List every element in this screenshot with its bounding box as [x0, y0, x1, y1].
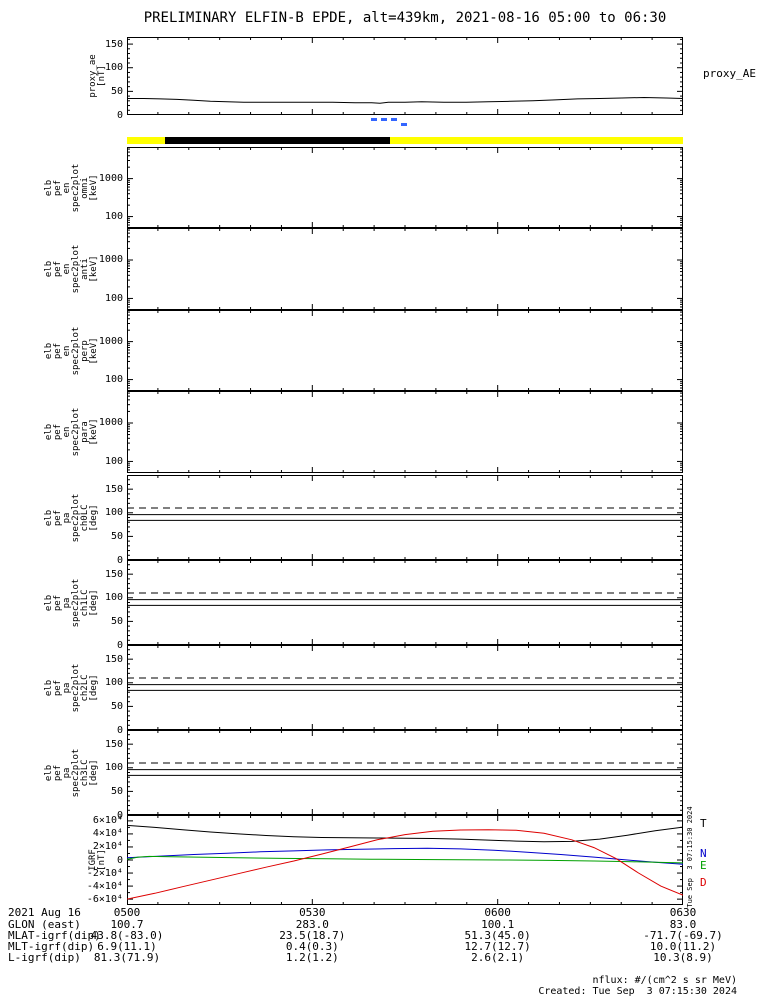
panel-igrf [127, 815, 683, 905]
panel-en_perp [127, 310, 683, 391]
y-tick-label: 100 [104, 374, 123, 386]
y-axis-title-en_para: elb pef en spec2plot para [keV] [44, 407, 99, 457]
eph-row-label: MLAT-igrf(dip) [8, 929, 101, 942]
y-tick-label: 150 [104, 483, 123, 495]
y-tick-label: 0 [116, 724, 123, 736]
quality-marker [371, 118, 378, 121]
eph-value: 1.2(1.2) [285, 951, 339, 964]
y-tick-label: 50 [110, 700, 123, 712]
eph-row-label: MLT-igrf(dip) [8, 940, 95, 953]
panel-en_para [127, 391, 683, 473]
y-tick-label: 100 [104, 677, 123, 689]
y-axis-title-pa_ch0: elb pef pa spec2plot ch0LC [deg] [44, 493, 99, 542]
y-tick-label: 100 [104, 507, 123, 519]
side-timestamp: Tue Sep 3 07:15:30 2024 [686, 806, 694, 908]
y-tick-label: 0 [116, 854, 123, 866]
y-tick-label: 1000 [98, 254, 123, 266]
y-tick-label: 100 [104, 62, 123, 74]
panel-pa_ch2 [127, 645, 683, 730]
eph-value: -71.7(-69.7) [643, 929, 723, 942]
y-tick-label: 150 [104, 568, 123, 580]
y-tick-label: 0 [116, 809, 123, 821]
series-label-D: D [700, 875, 707, 889]
quality-marker [400, 123, 407, 126]
y-axis-title-proxy_ae: proxy_ae [nT] [88, 54, 107, 98]
y-axis-title-pa_ch3: elb pef pa spec2plot ch3LC [deg] [44, 748, 99, 797]
y-axis-title-pa_ch2: elb pef pa spec2plot ch2LC [deg] [44, 663, 99, 712]
eph-value: 100.1 [481, 918, 515, 931]
series-label-T: T [700, 816, 707, 830]
y-tick-label: 0 [116, 639, 123, 651]
eph-value: 100.7 [110, 918, 144, 931]
y-tick-label: 2×10⁴ [92, 841, 123, 853]
y-axis-title-en_omni: elb pef en spec2plot omni [keV] [44, 163, 99, 212]
footer-created-timestamp: Created: Tue Sep 3 07:15:30 2024 [538, 986, 737, 997]
spacecraft-status-bar [127, 137, 683, 144]
panel-right-label-proxy_ae: proxy_AE [703, 67, 756, 80]
eph-value: 23.5(18.7) [279, 929, 346, 942]
plot-title: PRELIMINARY ELFIN-B EPDE, alt=439km, 202… [143, 10, 667, 26]
y-tick-label: -2×10⁴ [86, 867, 123, 879]
x-tick-label: 0600 [484, 906, 511, 919]
y-tick-label: -6×10⁴ [86, 893, 123, 905]
y-tick-label: -4×10⁴ [86, 880, 123, 892]
x-tick-label: 0530 [299, 906, 326, 919]
y-tick-label: 100 [104, 762, 123, 774]
y-tick-label: 50 [110, 615, 123, 627]
y-tick-label: 100 [104, 292, 123, 304]
y-tick-label: 100 [104, 455, 123, 467]
y-tick-label: 0 [116, 554, 123, 566]
eph-row-label: L-igrf(dip) [8, 951, 81, 964]
eph-value: 83.0 [669, 918, 697, 931]
status-segment [164, 137, 390, 144]
quality-marker [381, 118, 388, 121]
y-tick-label: 150 [104, 38, 123, 50]
series-label-E: E [700, 858, 707, 872]
y-axis-title-pa_ch1: elb pef pa spec2plot ch1LC [deg] [44, 578, 99, 627]
y-tick-label: 4×10⁴ [92, 828, 123, 840]
series-label-N: N [700, 846, 707, 860]
eph-value: 2.6(2.1) [471, 951, 525, 964]
y-tick-label: 0 [116, 109, 123, 121]
eph-value: 51.3(45.0) [464, 929, 531, 942]
y-tick-label: 1000 [98, 336, 123, 348]
y-tick-label: 50 [110, 85, 123, 97]
y-tick-label: 50 [110, 530, 123, 542]
y-tick-label: 1000 [98, 417, 123, 429]
y-axis-title-en_anti: elb pef en spec2plot anti [keV] [44, 244, 99, 294]
y-tick-label: 100 [104, 592, 123, 604]
y-tick-label: 6×10⁴ [92, 815, 123, 827]
eph-value: 43.8(-83.0) [90, 929, 164, 942]
eph-value: 10.3(8.9) [653, 951, 713, 964]
y-tick-label: 50 [110, 785, 123, 797]
panel-en_anti [127, 228, 683, 310]
y-tick-label: 150 [104, 653, 123, 665]
panel-pa_ch0 [127, 475, 683, 560]
y-tick-label: 1000 [98, 173, 123, 185]
panel-pa_ch1 [127, 560, 683, 645]
y-axis-title-igrf: IGRF [nT] [88, 849, 107, 871]
panel-en_omni [127, 147, 683, 228]
eph-row-label: GLON (east) [8, 918, 81, 931]
eph-value: 10.0(11.2) [649, 940, 717, 953]
quality-marker [391, 118, 398, 121]
status-segment [389, 137, 683, 144]
eph-value: 6.9(11.1) [97, 940, 157, 953]
eph-value: 81.3(71.9) [93, 951, 161, 964]
y-tick-label: 100 [104, 211, 123, 223]
x-tick-label: 0630 [669, 906, 697, 919]
eph-value: 283.0 [295, 918, 329, 931]
y-axis-title-en_perp: elb pef en spec2plot perp [keV] [44, 326, 99, 375]
panel-pa_ch3 [127, 730, 683, 815]
y-tick-label: 150 [104, 738, 123, 750]
footer-units-note: nflux: #/(cm^2 s sr MeV) [592, 975, 738, 986]
panel-proxy_ae [127, 37, 683, 115]
eph-value: 0.4(0.3) [285, 940, 339, 953]
x-tick-label: 0500 [113, 906, 141, 919]
eph-value: 12.7(12.7) [464, 940, 531, 953]
date-label: 2021 Aug 16 [8, 906, 81, 919]
status-segment [127, 137, 165, 144]
